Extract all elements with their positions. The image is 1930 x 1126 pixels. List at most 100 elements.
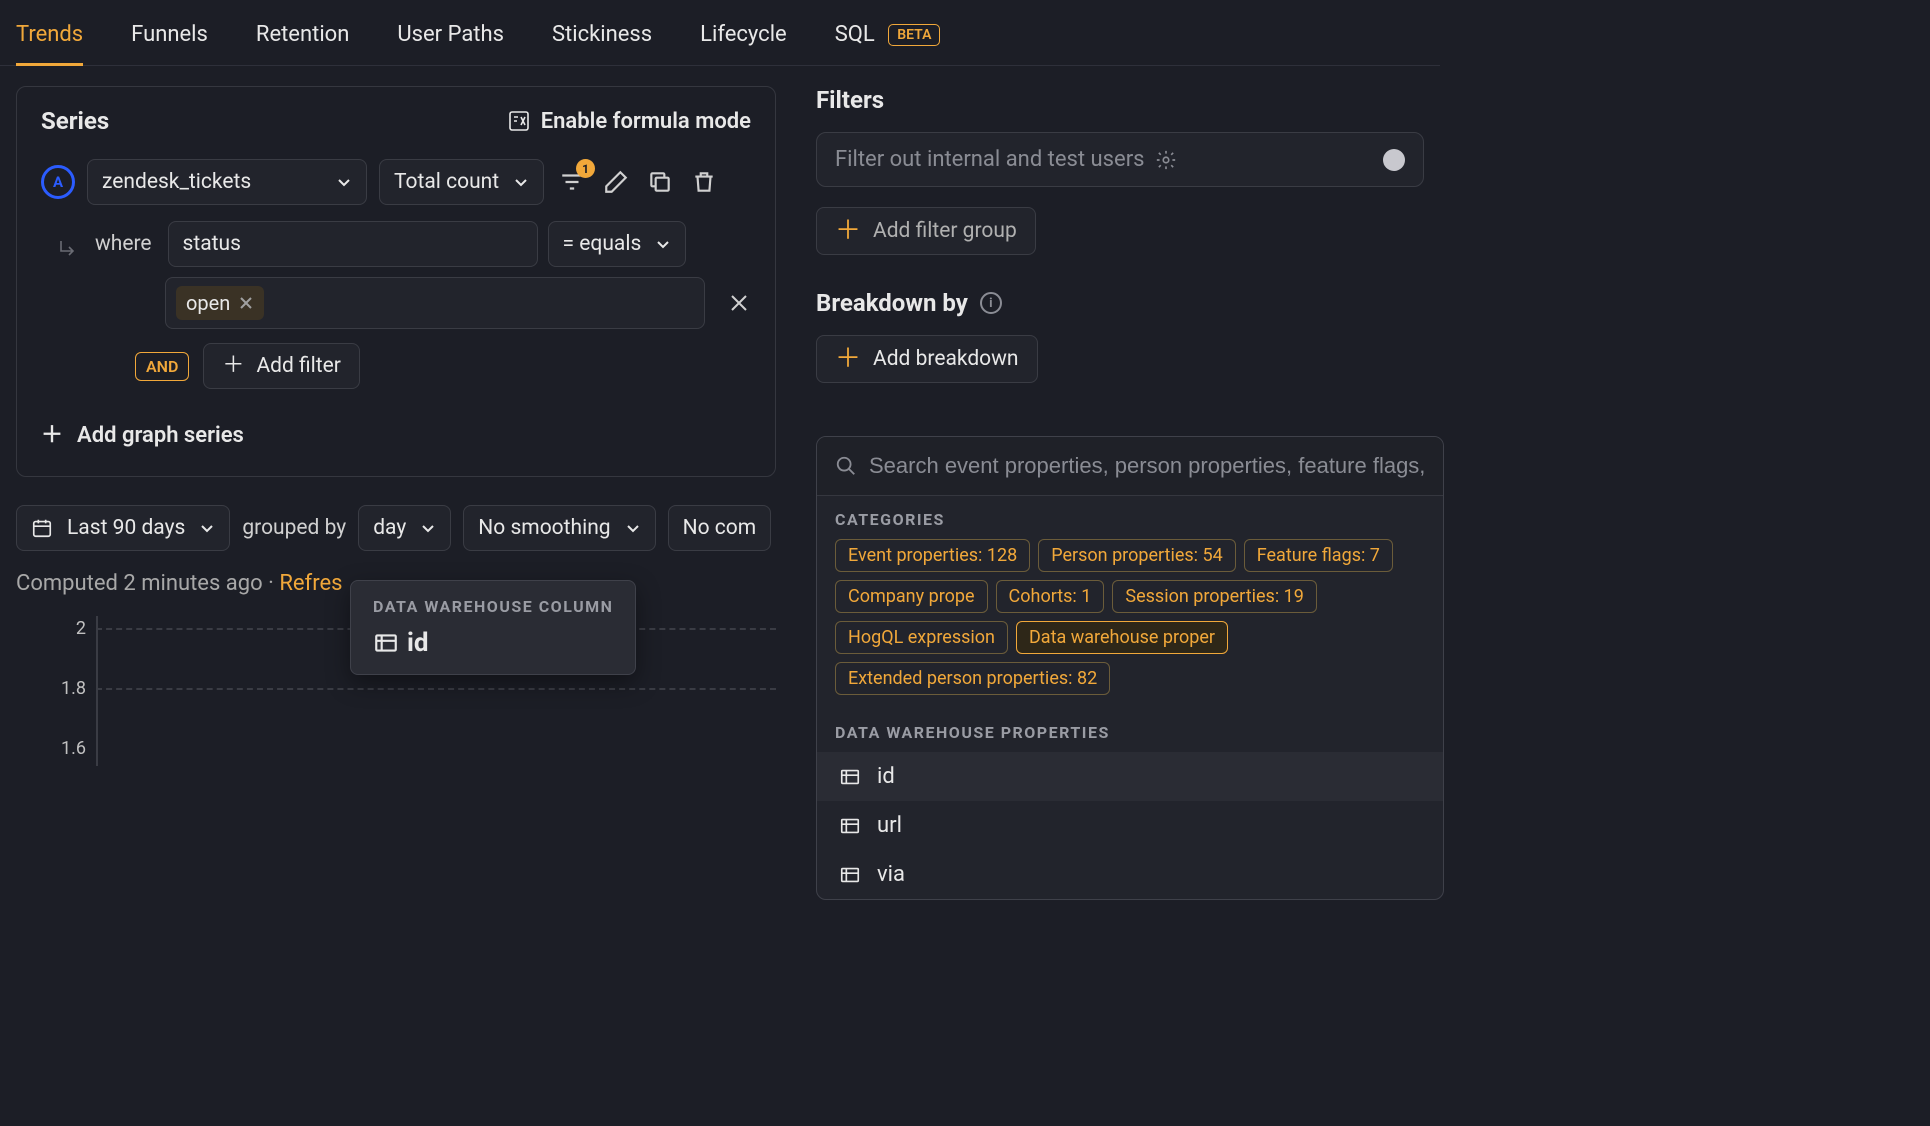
compare-dropdown[interactable]: No com xyxy=(668,505,772,551)
plus-icon: ＋ xyxy=(222,355,244,377)
date-range-dropdown[interactable]: Last 90 days xyxy=(16,505,230,551)
beta-badge: BETA xyxy=(888,24,940,46)
add-filter-group-label: Add filter group xyxy=(873,219,1017,243)
tooltip-value: id xyxy=(407,628,429,658)
info-icon[interactable]: i xyxy=(980,292,1002,314)
database-icon xyxy=(373,630,399,656)
aggregation-value: Total count xyxy=(394,170,499,194)
add-filter-button[interactable]: ＋ Add filter xyxy=(203,343,359,389)
value-tag-label: open xyxy=(186,291,230,315)
plus-icon: ＋ xyxy=(41,425,63,447)
gridline xyxy=(96,688,776,690)
database-icon xyxy=(839,864,861,886)
chip-feature-flags[interactable]: Feature flags: 7 xyxy=(1244,539,1393,572)
chevron-down-icon xyxy=(655,236,671,252)
operator-dropdown[interactable]: = equals xyxy=(548,221,687,267)
aggregation-dropdown[interactable]: Total count xyxy=(379,159,544,205)
filter-internal-toggle[interactable]: Filter out internal and test users xyxy=(816,132,1424,187)
prop-label: id xyxy=(877,764,895,789)
pencil-icon xyxy=(603,169,629,195)
computed-sep: · xyxy=(263,571,280,596)
compare-value: No com xyxy=(683,516,757,540)
edit-icon-button[interactable] xyxy=(600,166,632,198)
chip-hogql[interactable]: HogQL expression xyxy=(835,621,1008,654)
remove-tag-button[interactable] xyxy=(238,295,254,311)
y-tick-0: 2 xyxy=(76,618,86,639)
chart-tooltip: DATA WAREHOUSE COLUMN id xyxy=(350,580,636,675)
remove-filter-button[interactable] xyxy=(727,291,751,315)
tab-sql[interactable]: SQL BETA xyxy=(835,10,941,65)
property-dropdown[interactable]: status xyxy=(168,221,538,267)
add-breakdown-button[interactable]: ＋ Add breakdown xyxy=(816,335,1038,383)
copy-icon xyxy=(647,169,673,195)
tab-user-paths[interactable]: User Paths xyxy=(397,10,504,65)
value-input[interactable]: open xyxy=(165,277,705,329)
category-chips: Event properties: 128 Person properties:… xyxy=(817,539,1443,709)
operator-value: = equals xyxy=(563,232,642,256)
tab-trends[interactable]: Trends xyxy=(16,10,83,65)
tab-stickiness[interactable]: Stickiness xyxy=(552,10,652,65)
refresh-link[interactable]: Refres xyxy=(279,571,342,596)
chip-company-properties[interactable]: Company prope xyxy=(835,580,988,613)
chevron-down-icon xyxy=(420,520,436,536)
search-input[interactable] xyxy=(869,453,1425,479)
series-panel: Series Enable formula mode A zendesk_tic… xyxy=(16,86,776,477)
filters-title: Filters xyxy=(816,86,1424,114)
and-pill[interactable]: AND xyxy=(135,352,189,381)
gear-icon xyxy=(1155,149,1177,171)
event-source-dropdown[interactable]: zendesk_tickets xyxy=(87,159,367,205)
properties-header: DATA WAREHOUSE PROPERTIES xyxy=(817,709,1443,752)
add-filter-label: Add filter xyxy=(256,354,340,378)
breakdown-title-text: Breakdown by xyxy=(816,289,968,317)
tab-funnels[interactable]: Funnels xyxy=(131,10,208,65)
grouped-by-label: grouped by xyxy=(242,516,346,540)
search-icon xyxy=(835,455,857,477)
copy-icon-button[interactable] xyxy=(644,166,676,198)
property-value: status xyxy=(183,232,241,256)
prop-item-via[interactable]: via xyxy=(817,850,1443,899)
formula-icon xyxy=(507,109,531,133)
delete-icon-button[interactable] xyxy=(688,166,720,198)
chip-extended-person[interactable]: Extended person properties: 82 xyxy=(835,662,1110,695)
chip-person-properties[interactable]: Person properties: 54 xyxy=(1038,539,1236,572)
plus-icon: ＋ xyxy=(835,218,861,244)
chip-session-properties[interactable]: Session properties: 19 xyxy=(1112,580,1317,613)
chip-data-warehouse[interactable]: Data warehouse proper xyxy=(1016,621,1228,654)
trash-icon xyxy=(691,169,717,195)
filter-count-badge: 1 xyxy=(576,159,595,178)
chevron-down-icon xyxy=(513,174,529,190)
sub-arrow-icon xyxy=(59,239,79,259)
chevron-down-icon xyxy=(336,174,352,190)
y-tick-1: 1.8 xyxy=(61,678,86,699)
y-axis-line xyxy=(96,616,98,766)
breakdown-title: Breakdown by i xyxy=(816,289,1424,317)
interval-dropdown[interactable]: day xyxy=(358,505,451,551)
tooltip-header: DATA WAREHOUSE COLUMN xyxy=(373,597,613,616)
series-letter-badge: A xyxy=(41,165,75,199)
smoothing-dropdown[interactable]: No smoothing xyxy=(463,505,655,551)
chip-cohorts[interactable]: Cohorts: 1 xyxy=(996,580,1105,613)
enable-formula-button[interactable]: Enable formula mode xyxy=(507,109,751,134)
plus-icon: ＋ xyxy=(835,346,861,372)
prop-item-id[interactable]: id xyxy=(817,752,1443,801)
prop-label: url xyxy=(877,813,902,838)
event-source-value: zendesk_tickets xyxy=(102,170,251,194)
where-label: where xyxy=(95,232,152,256)
add-series-button[interactable]: ＋ Add graph series xyxy=(41,419,751,452)
chip-event-properties[interactable]: Event properties: 128 xyxy=(835,539,1030,572)
prop-label: via xyxy=(877,862,905,887)
tab-bar: Trends Funnels Retention User Paths Stic… xyxy=(0,0,1440,66)
tab-retention[interactable]: Retention xyxy=(256,10,349,65)
filter-internal-label: Filter out internal and test users xyxy=(835,147,1145,172)
add-filter-group-button[interactable]: ＋ Add filter group xyxy=(816,207,1036,255)
value-tag: open xyxy=(176,286,264,320)
smoothing-value: No smoothing xyxy=(478,516,610,540)
prop-item-url[interactable]: url xyxy=(817,801,1443,850)
formula-label: Enable formula mode xyxy=(541,109,751,134)
y-tick-2: 1.6 xyxy=(61,738,86,759)
categories-header: CATEGORIES xyxy=(817,496,1443,539)
tab-lifecycle[interactable]: Lifecycle xyxy=(700,10,787,65)
calendar-icon xyxy=(31,517,53,539)
chevron-down-icon xyxy=(625,520,641,536)
filter-icon-button[interactable]: 1 xyxy=(556,166,588,198)
